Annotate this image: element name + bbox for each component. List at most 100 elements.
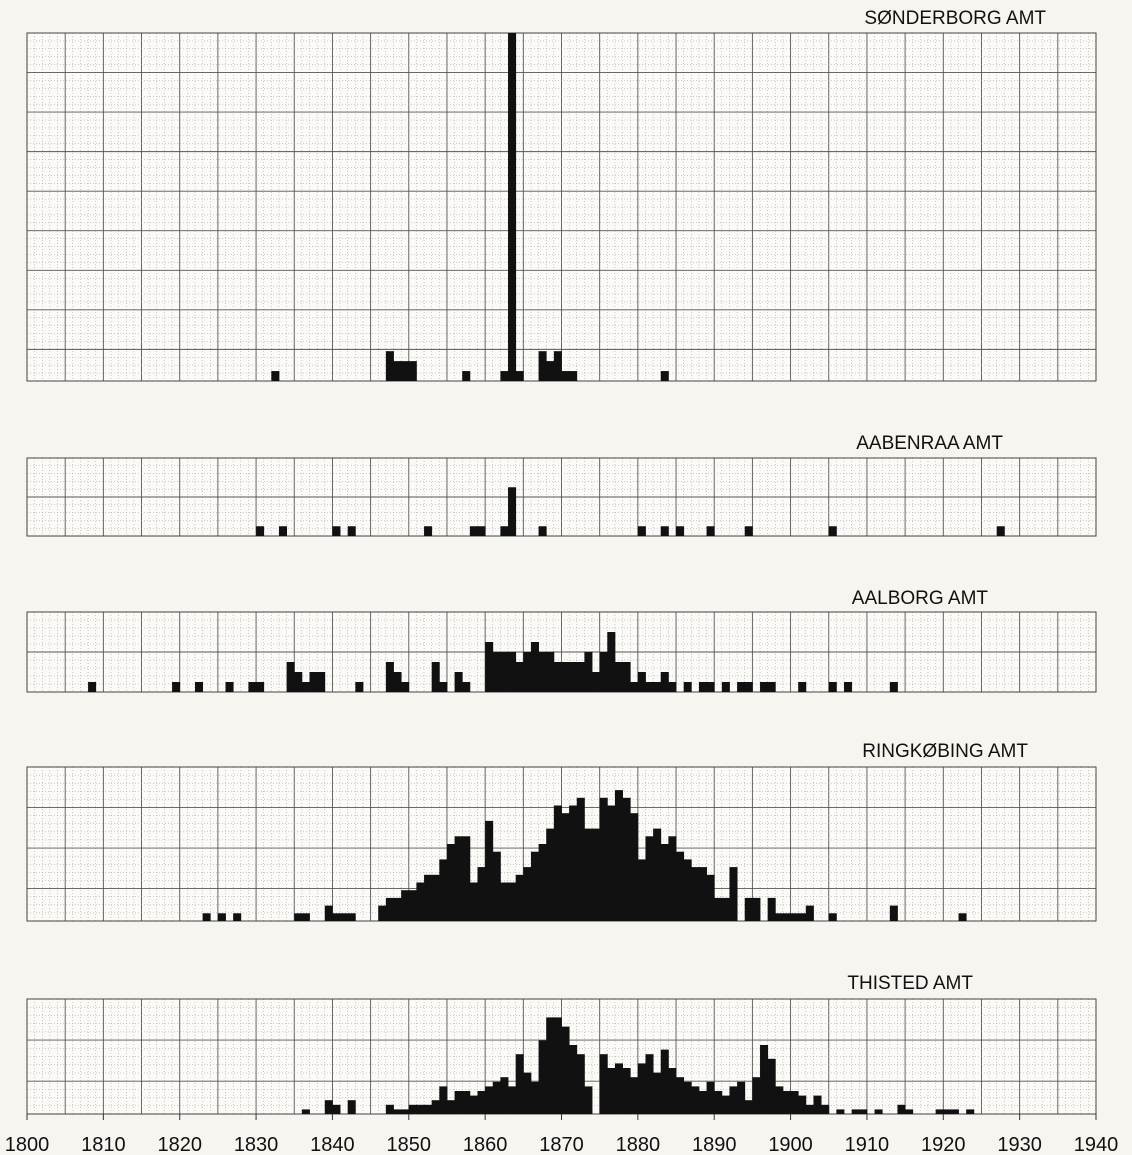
bar <box>821 1104 830 1114</box>
bar <box>401 1109 410 1114</box>
panels: SØNDERBORG AMT AABENRAA AMT AALBORG AMT RIN… <box>26 8 1097 1115</box>
bar <box>538 351 547 381</box>
bar <box>706 874 715 921</box>
bar <box>401 361 410 381</box>
bar <box>477 1091 486 1114</box>
bar <box>309 672 318 692</box>
bar <box>859 1109 868 1114</box>
bar <box>668 836 677 921</box>
bar <box>599 652 608 692</box>
bar <box>698 682 707 692</box>
bar <box>271 371 280 381</box>
bar <box>553 351 562 381</box>
bar <box>668 682 677 692</box>
bar <box>767 897 776 921</box>
bar <box>622 662 631 692</box>
bar <box>569 371 578 381</box>
bar <box>561 1026 570 1114</box>
bar <box>294 913 303 921</box>
bar <box>508 882 517 921</box>
bar <box>508 1086 517 1114</box>
bar <box>485 820 494 921</box>
bar <box>569 1045 578 1114</box>
x-tick-label: 1920 <box>921 1134 966 1155</box>
bar <box>729 1086 738 1114</box>
bar <box>401 890 410 921</box>
bar <box>660 844 669 921</box>
bar <box>950 1109 959 1114</box>
bar <box>584 828 593 921</box>
grid <box>26 32 1097 382</box>
bar <box>905 1109 914 1114</box>
bar <box>462 1091 471 1114</box>
bar <box>546 828 555 921</box>
x-tick-label: 1880 <box>616 1134 661 1155</box>
bar <box>500 652 509 692</box>
bar <box>500 526 509 536</box>
bar <box>752 1077 761 1114</box>
bar <box>614 662 623 692</box>
panel-title: AALBORG AMT <box>852 588 989 609</box>
x-tick-label: 1900 <box>768 1134 813 1155</box>
bar <box>691 867 700 921</box>
bar <box>645 836 654 921</box>
bar <box>653 828 662 921</box>
bar <box>439 859 448 921</box>
bar <box>515 662 524 692</box>
bar <box>660 672 669 692</box>
bar <box>744 526 753 536</box>
bar <box>439 1086 448 1114</box>
bar <box>637 1063 646 1114</box>
bar <box>416 882 425 921</box>
bar <box>523 867 532 921</box>
bar <box>828 682 837 692</box>
bar <box>278 526 288 536</box>
bar <box>737 1081 746 1114</box>
bar <box>385 351 394 381</box>
bar <box>737 682 746 692</box>
bar <box>996 526 1005 536</box>
bars <box>271 33 669 381</box>
bar <box>378 905 387 921</box>
bar <box>431 874 440 921</box>
x-tick-label: 1810 <box>81 1134 126 1155</box>
x-tick-label: 1840 <box>310 1134 355 1155</box>
bar <box>798 913 807 921</box>
bar <box>676 526 685 536</box>
bar <box>469 526 478 536</box>
bar <box>828 526 837 536</box>
bar <box>485 642 494 692</box>
bar <box>317 672 326 692</box>
bar <box>500 371 509 381</box>
bar <box>332 1104 341 1114</box>
bars <box>202 790 967 921</box>
bar <box>500 882 509 921</box>
bar <box>340 913 349 921</box>
bar <box>469 882 478 921</box>
bar <box>355 682 364 692</box>
bar <box>752 897 761 921</box>
panel-3: RINGKØBING AMT <box>26 741 1097 922</box>
bar <box>301 913 310 921</box>
bar <box>744 1100 753 1114</box>
bar <box>462 836 471 921</box>
bar <box>637 859 646 921</box>
bar <box>668 1068 677 1114</box>
bars <box>256 487 1005 536</box>
bar <box>446 844 455 921</box>
bar <box>256 526 265 536</box>
bar <box>508 652 517 692</box>
bar <box>393 1109 402 1114</box>
bar <box>515 1054 524 1114</box>
bar <box>431 662 440 692</box>
bar <box>630 1077 639 1114</box>
bar <box>798 1095 807 1114</box>
bar <box>622 1068 631 1114</box>
bar <box>515 371 524 381</box>
bar <box>225 682 234 692</box>
bar <box>294 672 303 692</box>
bar <box>721 682 730 692</box>
bar <box>324 1100 333 1114</box>
panel-title: SØNDERBORG AMT <box>864 8 1046 29</box>
